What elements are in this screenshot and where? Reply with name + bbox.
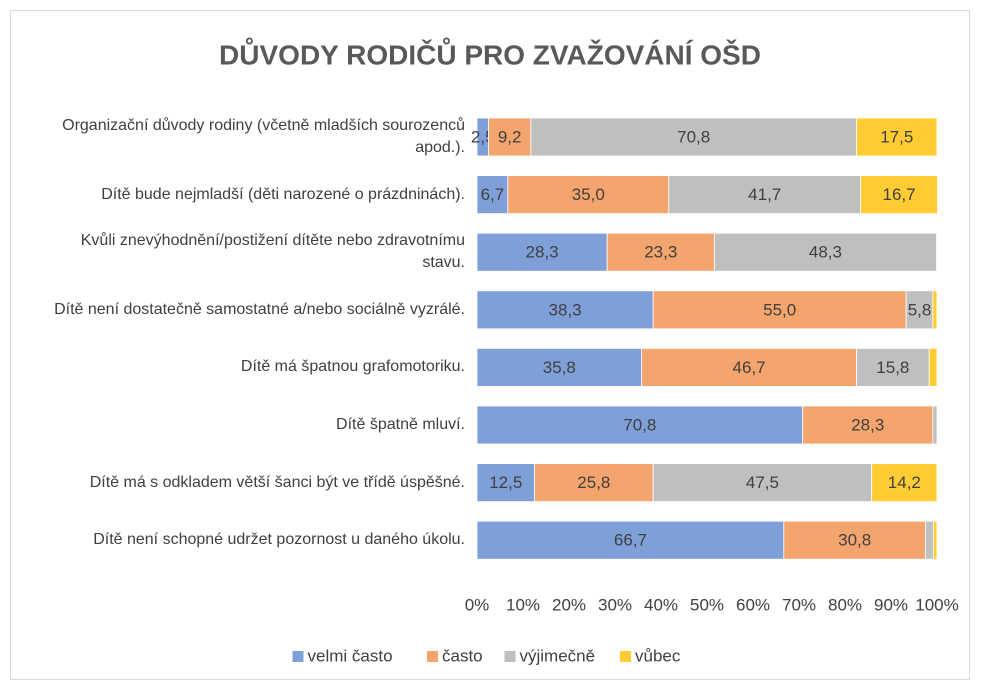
data-label: 47,5 (746, 473, 779, 492)
data-label: 5,8 (908, 300, 932, 319)
bar-segment (641, 347, 857, 387)
x-tick-label: 80% (828, 595, 862, 614)
category-label: Kvůli znevýhodnění/postižení dítěte nebo… (80, 232, 465, 272)
data-label: 48,3 (809, 243, 842, 262)
bar-segment (476, 405, 804, 445)
x-tick-label: 10% (506, 595, 540, 614)
x-tick-label: 90% (874, 595, 908, 614)
category-label: Dítě má s odkladem větší šanci být ve tř… (89, 473, 465, 491)
data-label: 35,0 (572, 185, 605, 204)
data-label: 41,7 (748, 185, 781, 204)
data-label: 15,8 (876, 358, 909, 377)
legend-label: velmi často (308, 646, 393, 665)
category-label: Dítě bude nejmladší (děti narozené o prá… (101, 185, 465, 203)
data-label: 30,8 (838, 531, 871, 550)
category-label: Dítě není dostatečně samostatné a/nebo s… (54, 300, 465, 318)
bar-segment (534, 463, 654, 503)
data-label: 28,3 (851, 415, 884, 434)
bar-segment (713, 232, 937, 272)
category-label: Dítě špatně mluví. (336, 416, 465, 433)
bar-segment (932, 405, 938, 445)
legend-label: vůbec (635, 646, 681, 665)
data-label: 12,5 (489, 473, 522, 492)
bar-segment (932, 520, 938, 560)
bar-segment (856, 347, 930, 387)
legend-swatch (504, 651, 516, 662)
bar-segment (476, 463, 535, 503)
data-label: 46,7 (733, 358, 766, 377)
category-label: Dítě není schopné udržet pozornost u dan… (93, 531, 465, 549)
bar-segment (932, 290, 938, 330)
data-label: 70,8 (677, 127, 710, 146)
bar-segment (530, 117, 857, 157)
x-tick-label: 20% (552, 595, 586, 614)
category-label: Organizační důvody rodiny (včetně mladší… (62, 117, 465, 156)
bar-segment (476, 290, 654, 330)
data-label: 23,3 (644, 243, 677, 262)
bar-segment (928, 347, 938, 387)
bar-segment (925, 520, 934, 560)
x-tick-label: 100% (915, 595, 958, 614)
x-tick-label: 50% (690, 595, 724, 614)
bar-segment (652, 463, 873, 503)
data-label: 6,7 (481, 185, 505, 204)
bar-segment (652, 290, 907, 330)
bar-segment (668, 175, 862, 215)
legend-swatch (620, 651, 631, 662)
data-label: 35,8 (543, 358, 576, 377)
x-tick-label: 60% (736, 595, 770, 614)
data-label: 14,2 (888, 473, 921, 492)
bar-segment (860, 175, 938, 215)
bar-segment (606, 232, 715, 272)
x-tick-label: 0% (465, 595, 490, 614)
chart-title: DŮVODY RODIČŮ PRO ZVAŽOVÁNÍ OŠD (219, 37, 761, 70)
legend-label: výjimečně (520, 646, 596, 665)
x-tick-label: 70% (782, 595, 816, 614)
x-tick-label: 40% (644, 595, 678, 614)
category-label: Dítě má špatnou grafomotoriku. (240, 358, 465, 376)
bar-segment (856, 117, 938, 157)
legend-label: často (442, 646, 483, 665)
data-label: 9,2 (498, 127, 522, 146)
data-label: 28,3 (526, 243, 559, 262)
data-label: 55,0 (763, 300, 796, 319)
data-label: 38,3 (549, 300, 582, 319)
legend-swatch (427, 651, 438, 662)
data-label: 16,7 (883, 185, 916, 204)
data-label: 66,7 (614, 531, 647, 550)
bar-segment (871, 463, 938, 503)
data-label: 70,8 (623, 415, 656, 434)
legend-swatch (292, 651, 304, 662)
bar-segment (507, 175, 670, 215)
bar-segment (476, 520, 785, 560)
data-label: 25,8 (577, 473, 610, 492)
bar-segment (476, 347, 643, 387)
data-label: 17,5 (880, 127, 913, 146)
x-tick-label: 30% (598, 595, 632, 614)
